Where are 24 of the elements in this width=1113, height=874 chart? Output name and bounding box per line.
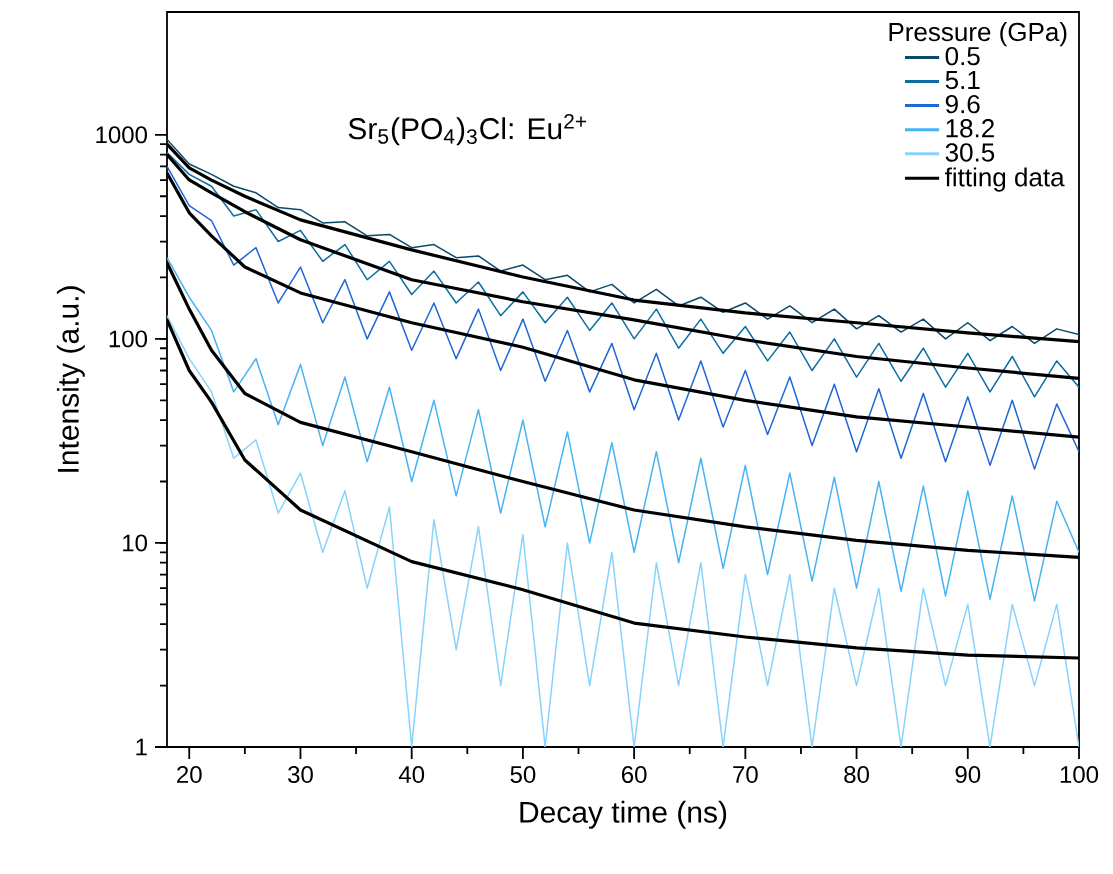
legend-label: 0.5 (945, 46, 980, 66)
legend-label: 9.6 (945, 94, 980, 114)
x-tick-label: 80 (844, 766, 869, 784)
x-tick-label: 40 (398, 766, 425, 784)
x-tick-label: 90 (955, 766, 981, 784)
legend-label: 30.5 (945, 143, 995, 162)
legend-title: Pressure (GPa) (889, 22, 1067, 47)
x-tick-label: 50 (510, 766, 536, 784)
x-tick-label: 70 (733, 766, 758, 784)
legend-label: 5.1 (945, 71, 980, 90)
legend-label: 18.2 (946, 119, 994, 138)
y-tick-label: 100 (109, 330, 147, 348)
x-axis-title: Decay time (ns) (520, 800, 727, 829)
x-tick-label: 100 (1060, 766, 1099, 784)
x-tick-label: 30 (288, 766, 313, 784)
y-tick-label: 10 (123, 534, 148, 552)
y-tick-label: 1000 (96, 126, 147, 144)
legend-label: fitting data (945, 167, 1065, 192)
y-axis-title: Intensity (a.u.) (56, 286, 85, 472)
x-tick-label: 60 (622, 766, 647, 784)
line-series (167, 314, 1079, 748)
x-tick-label: 20 (177, 766, 202, 784)
y-tick-label: 1 (136, 738, 147, 756)
annotation: Sr$_{5}$(PO$_{4}$)$_{3}$Cl: Eu$^{2+}$ (348, 113, 587, 146)
